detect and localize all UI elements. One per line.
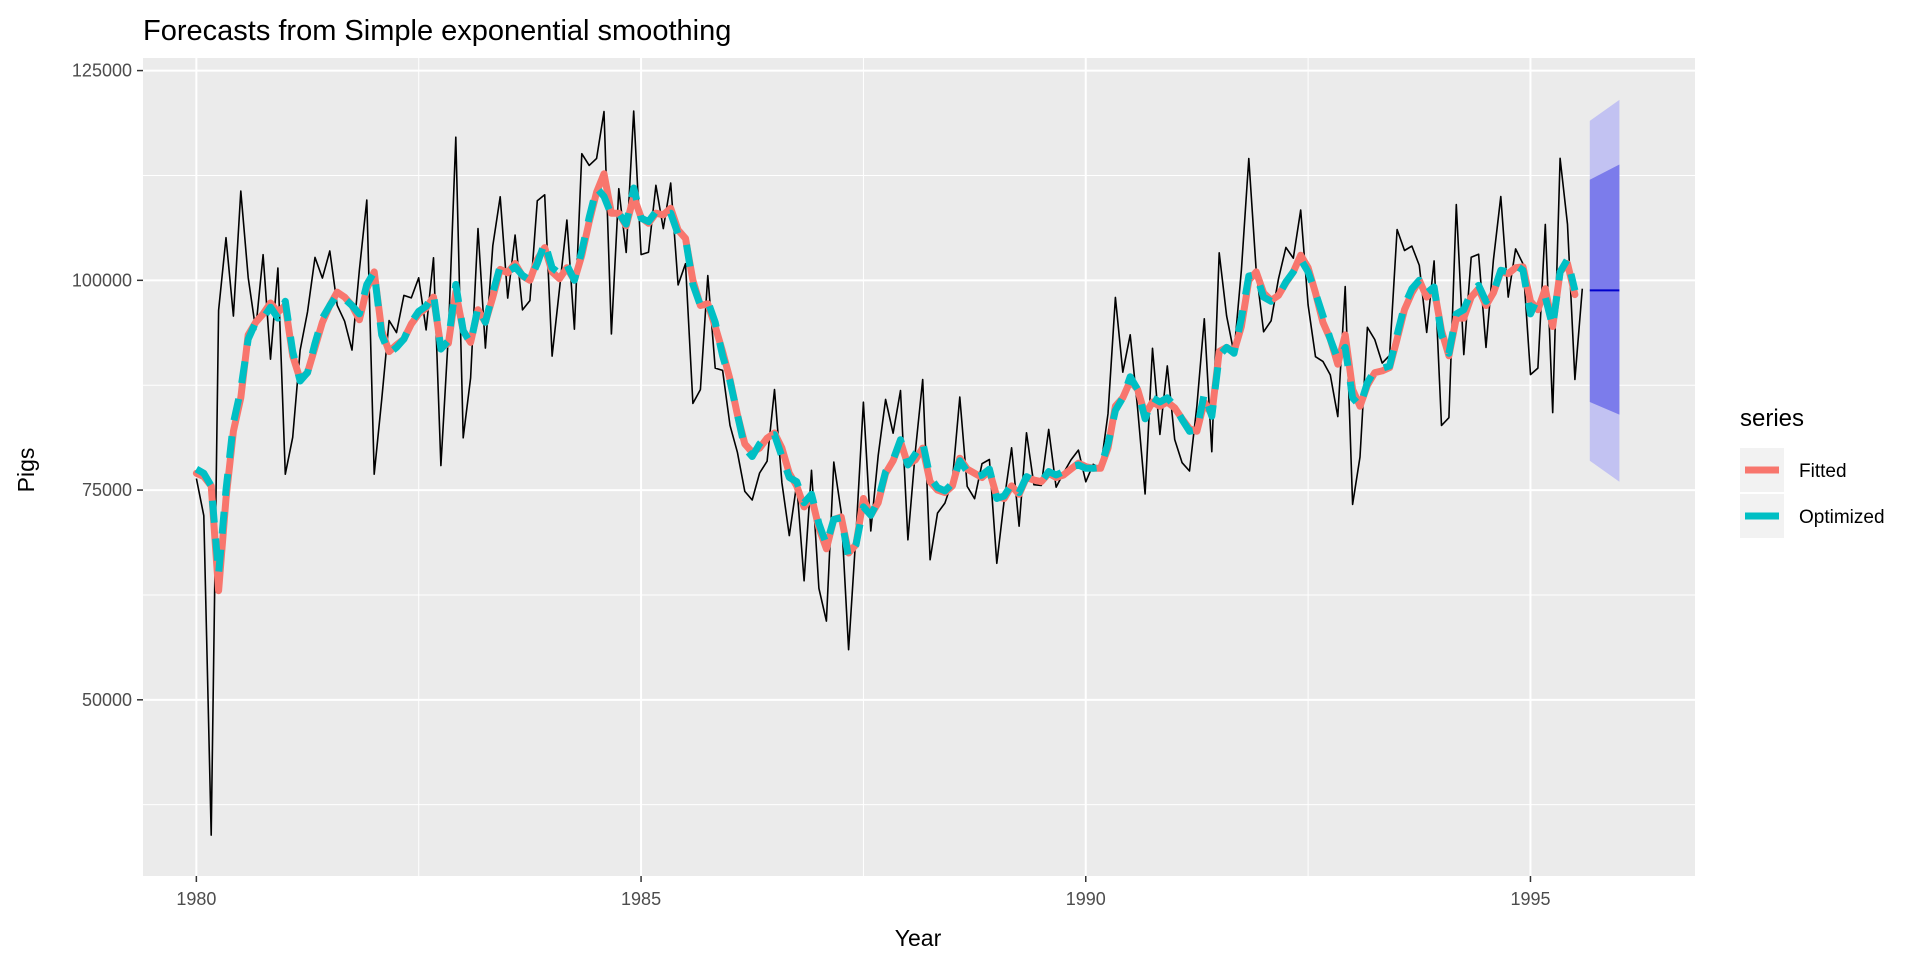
- x-tick-label-0: 1980: [176, 889, 216, 909]
- actual-series-line: [195, 110, 1584, 836]
- legend-title: series: [1740, 405, 1804, 432]
- x-tick-label-3: 1995: [1510, 889, 1550, 909]
- series-lines: [192, 110, 1620, 836]
- legend-label-fitted: Fitted: [1799, 461, 1847, 482]
- x-tick-label-1: 1985: [621, 889, 661, 909]
- y-tick-label-3: 125000: [72, 61, 132, 81]
- y-axis-title: Pigs: [13, 448, 39, 493]
- grid-minor: [143, 58, 1695, 876]
- x-axis: 1980 1985 1990 1995: [176, 876, 1550, 909]
- legend-items: Fitted Optimized: [1740, 448, 1885, 538]
- y-tick-label-0: 50000: [82, 690, 132, 710]
- y-axis: 50000 75000 100000 125000: [72, 61, 143, 710]
- plot-panel: [143, 58, 1695, 876]
- y-tick-label-1: 75000: [82, 480, 132, 500]
- x-tick-label-2: 1990: [1066, 889, 1106, 909]
- optimized-series-line: [194, 184, 1579, 578]
- y-tick-label-2: 100000: [72, 270, 132, 290]
- x-axis-title: Year: [895, 925, 942, 951]
- legend-label-optimized: Optimized: [1799, 507, 1885, 528]
- legend: series Fitted Optimized: [1740, 405, 1885, 538]
- chart-title: Forecasts from Simple exponential smooth…: [143, 15, 731, 47]
